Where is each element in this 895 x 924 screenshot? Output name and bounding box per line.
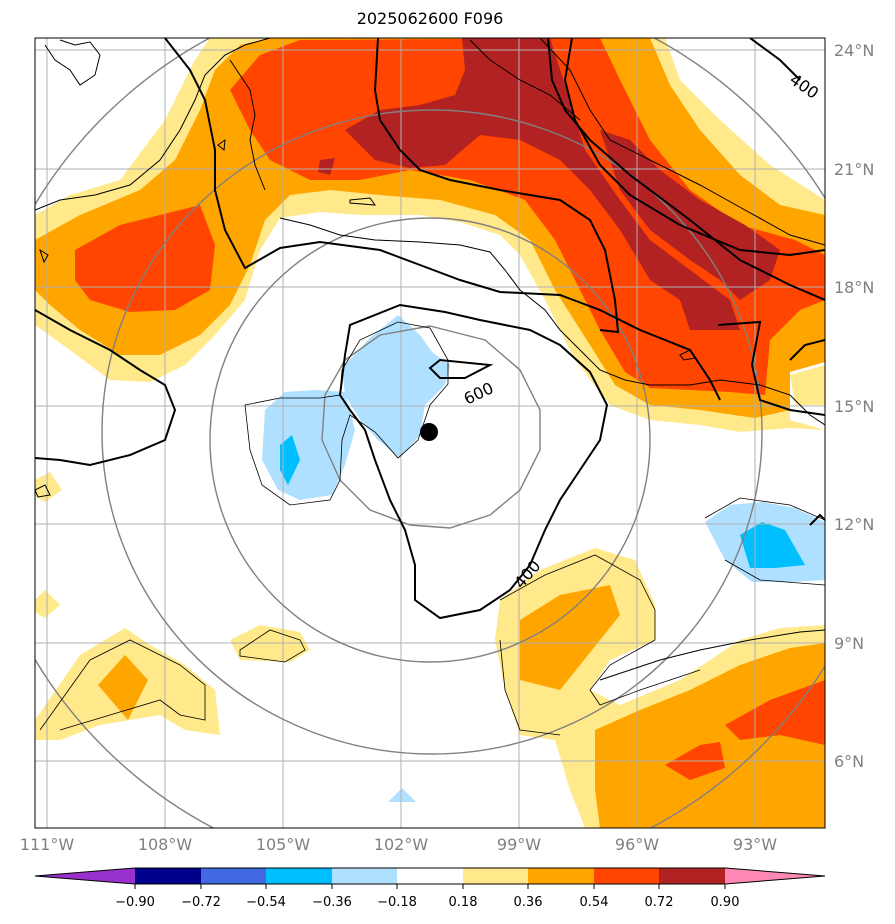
colorbar-tick-label: −0.72 [181,895,221,910]
colorbar-tick-label: 0.72 [645,895,674,910]
lon-label-102w: 102°W [374,835,429,854]
colorbar-bin-6 [463,868,528,884]
colorbar-extend-high [725,868,825,884]
range-rings [35,38,825,828]
lon-label-105w: 105°W [256,835,311,854]
lat-label-21n: 21°N [834,160,874,179]
lat-label-24n: 24°N [834,41,874,60]
colorbar-tick-label: 0.18 [449,895,478,910]
colorbar-tick-label: −0.90 [115,895,155,910]
lon-label-99w: 99°W [497,835,541,854]
colorbar-tick-label: 0.36 [514,895,543,910]
colorbar-bin-9 [659,868,725,884]
lat-label-12n: 12°N [834,515,874,534]
lon-label-111w: 111°W [20,835,75,854]
shaded-field-southeast [495,548,825,828]
storm-center-marker [420,423,438,441]
colorbar-extend-low [35,868,135,884]
lat-label-9n: 9°N [834,634,864,653]
lon-label-108w: 108°W [138,835,193,854]
map-title: 2025062600 F096 [356,9,504,28]
colorbar-bin-7 [528,868,594,884]
colorbar: −0.90 −0.72 −0.54 −0.36 −0.18 0.18 0.36 … [34,867,826,910]
colorbar-bin-1 [135,868,201,884]
plot-frame [34,37,826,829]
colorbar-tick-label: 0.90 [711,895,740,910]
colorbar-tick-label: 0.54 [580,895,609,910]
colorbar-bin-4 [332,868,397,884]
colorbar-bin-8 [594,868,659,884]
colorbar-bin-5 [397,868,463,884]
colorbar-tick-label: −0.54 [246,895,286,910]
colorbar-tick-label: −0.36 [312,895,352,910]
longitude-axis: 111°W 108°W 105°W 102°W 99°W 96°W 93°W [20,835,777,854]
colorbar-tick-label: −0.18 [377,895,417,910]
latitude-axis: 24°N 21°N 18°N 15°N 12°N 9°N 6°N [834,41,874,771]
lon-label-93w: 93°W [733,835,777,854]
lat-label-15n: 15°N [834,397,874,416]
plot-area [35,38,825,828]
lat-label-18n: 18°N [834,278,874,297]
colorbar-bin-2 [201,868,266,884]
shaded-field-negative [262,315,825,582]
colorbar-bin-3 [266,868,332,884]
colorbar-ticks [134,884,726,889]
height-contours [35,38,825,620]
lat-label-6n: 6°N [834,752,864,771]
gridlines [35,38,825,828]
lon-label-96w: 96°W [615,835,659,854]
